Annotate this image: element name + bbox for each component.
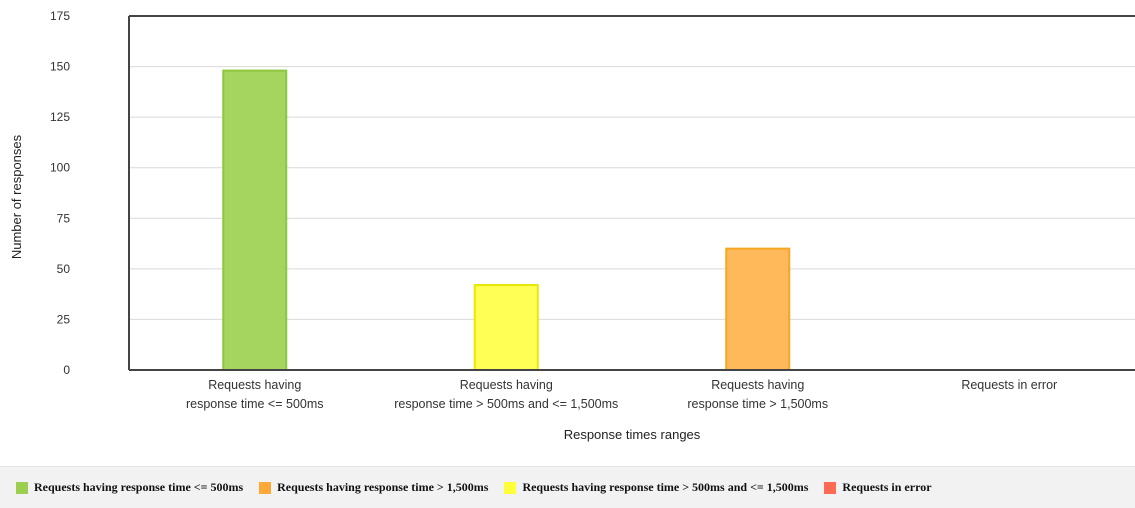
legend-swatch: [824, 481, 837, 494]
y-tick-label: 175: [50, 9, 70, 23]
x-category-label: response time <= 500ms: [186, 397, 324, 411]
legend: Requests having response time <= 500ms R…: [0, 466, 1135, 508]
bar[interactable]: [473, 284, 539, 372]
x-category-label: Requests having: [208, 378, 301, 392]
gridlines: [129, 66, 1135, 320]
y-tick-label: 125: [50, 110, 70, 124]
legend-item-gt-1500ms[interactable]: Requests having response time > 1,500ms: [259, 480, 488, 495]
legend-label: Requests having response time > 500ms an…: [522, 480, 809, 494]
y-axis-ticks: 0 25 50 75 100 125 150 175: [50, 9, 70, 377]
legend-label: Requests having response time <= 500ms: [34, 480, 244, 494]
x-category-label: response time > 1,500ms: [687, 397, 828, 411]
x-category-label: Requests having: [711, 378, 804, 392]
bar[interactable]: [222, 69, 288, 371]
y-tick-label: 25: [57, 312, 71, 326]
legend-swatch: [259, 481, 272, 494]
bar-chart: 0 25 50 75 100 125 150 175 Requests having respo…: [9, 9, 1135, 442]
y-axis-title: Number of responses: [9, 134, 24, 259]
y-tick-label: 100: [50, 161, 70, 175]
x-axis-title: Response times ranges: [564, 427, 701, 442]
y-tick-label: 75: [57, 211, 71, 225]
y-tick-label: 50: [57, 262, 71, 276]
legend-label: Requests in error: [842, 480, 932, 494]
x-category-label: Requests having: [460, 378, 553, 392]
legend-swatch: [16, 481, 28, 494]
x-category-label: response time > 500ms and <= 1,500ms: [394, 397, 618, 411]
y-tick-label: 0: [63, 363, 70, 377]
legend-swatch: [504, 481, 517, 494]
bar[interactable]: [725, 247, 791, 371]
legend-item-500-1500ms[interactable]: Requests having response time > 500ms an…: [504, 480, 808, 495]
bars: [222, 69, 791, 372]
x-category-label: Requests in error: [961, 378, 1057, 392]
y-tick-label: 150: [50, 60, 70, 74]
legend-item-errors[interactable]: Requests in error: [824, 480, 932, 495]
x-axis-category-labels: Requests having response time <= 500ms Req…: [186, 378, 1057, 411]
legend-label: Requests having response time > 1,500ms: [277, 480, 489, 494]
plot-frame: [128, 15, 1135, 371]
legend-item-le-500ms[interactable]: Requests having response time <= 500ms: [16, 480, 243, 495]
